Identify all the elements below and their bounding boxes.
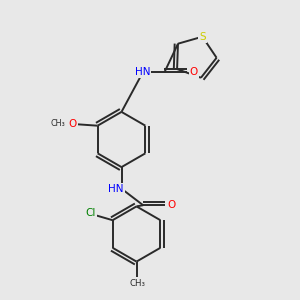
- Text: O: O: [167, 200, 176, 210]
- Text: O: O: [69, 118, 77, 129]
- Text: CH₃: CH₃: [50, 119, 65, 128]
- Text: HN: HN: [108, 184, 124, 194]
- Text: CH₃: CH₃: [129, 279, 145, 288]
- Text: HN: HN: [134, 67, 150, 77]
- Text: Cl: Cl: [86, 208, 96, 218]
- Text: S: S: [199, 32, 206, 42]
- Text: O: O: [190, 67, 198, 77]
